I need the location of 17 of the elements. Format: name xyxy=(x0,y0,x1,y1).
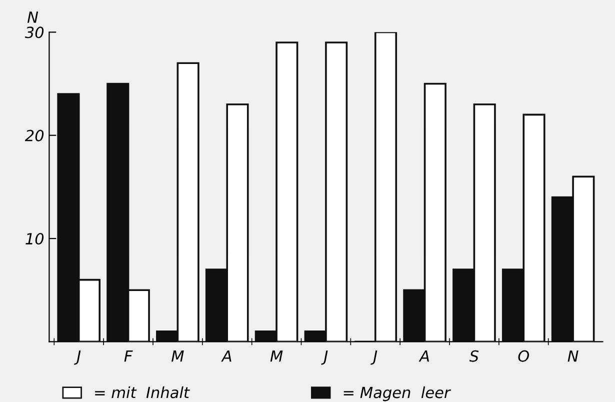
y-tick-label: 20 xyxy=(24,130,44,142)
x-tick-label: M xyxy=(270,350,283,362)
x-tick-label: J xyxy=(321,350,328,365)
y-tick-label: 10 xyxy=(26,232,44,245)
x-tick-label: J xyxy=(370,350,378,365)
legend-label: = mit Inhalt xyxy=(95,386,190,398)
x-tick-label: O xyxy=(518,350,530,362)
x-tick-label: S xyxy=(469,350,479,362)
x-tick-label: J xyxy=(74,350,81,365)
x-tick-label: M xyxy=(172,350,184,362)
legend-label: = Magen leer xyxy=(344,386,452,402)
x-tick-label: A xyxy=(418,350,429,362)
y-tick-label: 30 xyxy=(24,26,44,38)
x-tick-label: N xyxy=(568,350,578,362)
y-axis-title: N xyxy=(27,12,38,23)
x-tick-label: A xyxy=(221,350,232,362)
x-tick-label: F xyxy=(124,350,133,362)
